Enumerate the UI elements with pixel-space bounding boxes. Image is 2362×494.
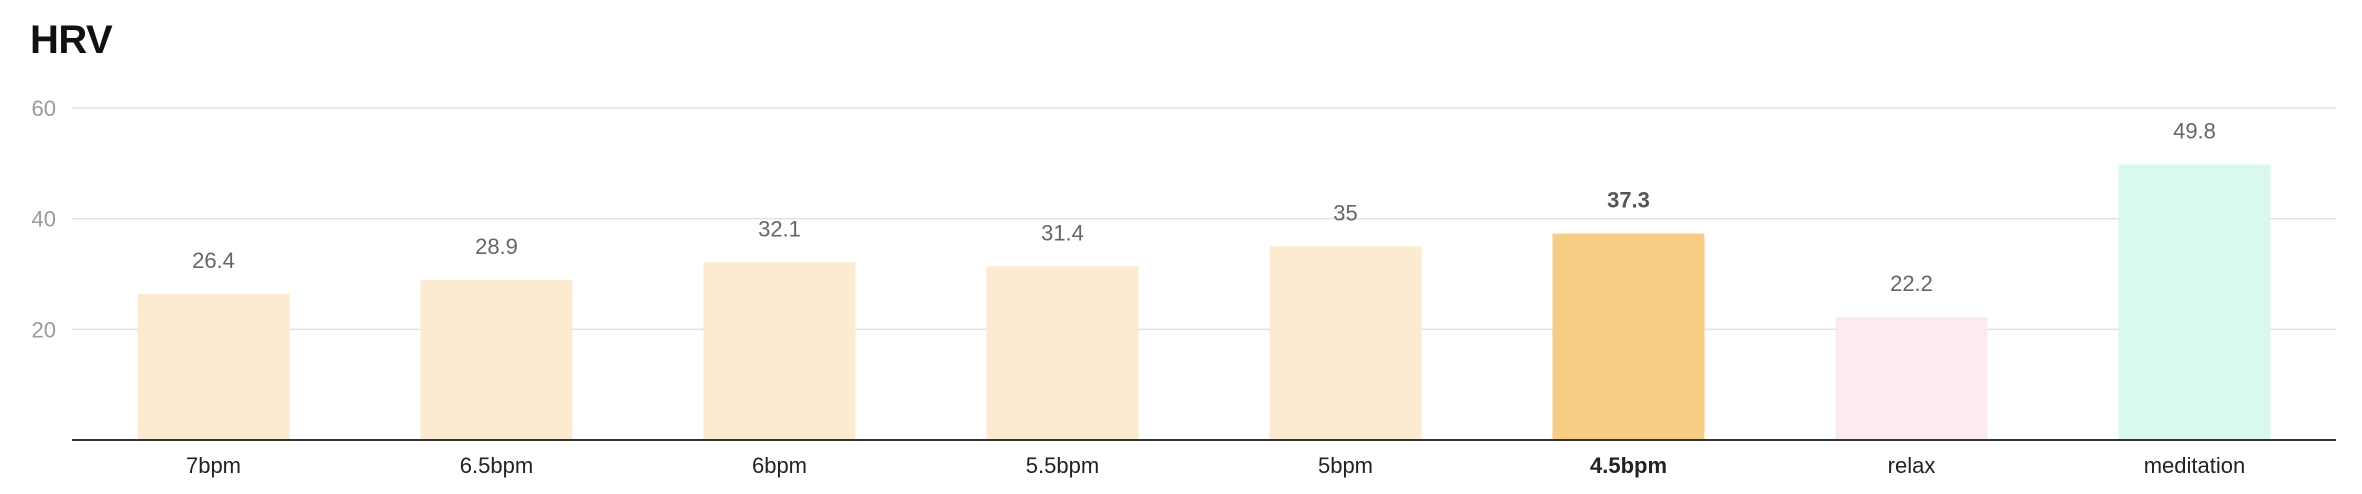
bar-7bpm bbox=[137, 293, 290, 440]
data-label: 37.3 bbox=[1607, 188, 1650, 213]
y-tick-label: 40 bbox=[32, 207, 56, 232]
bars bbox=[137, 164, 2271, 440]
x-tick-label: 5bpm bbox=[1318, 453, 1373, 478]
gridlines bbox=[72, 107, 2336, 331]
bar-6bpm bbox=[703, 262, 856, 440]
x-tick-label: 4.5bpm bbox=[1590, 453, 1667, 478]
bar-4.5bpm bbox=[1552, 233, 1705, 440]
x-tick-label: 5.5bpm bbox=[1026, 453, 1099, 478]
chart-title: HRV bbox=[30, 18, 113, 62]
y-tick-label: 60 bbox=[32, 96, 56, 121]
bar-6.5bpm bbox=[420, 280, 573, 440]
x-tick-label: meditation bbox=[2144, 453, 2246, 478]
x-tick-label: 7bpm bbox=[186, 453, 241, 478]
y-tick-label: 20 bbox=[32, 317, 56, 342]
data-labels: 26.4 28.9 32.1 31.4 35 37.3 22.2 49.8 bbox=[192, 118, 2216, 296]
x-tick-label: 6.5bpm bbox=[460, 453, 533, 478]
data-label: 26.4 bbox=[192, 248, 235, 273]
bar-relax bbox=[1835, 317, 1988, 440]
x-tick-label: relax bbox=[1888, 453, 1936, 478]
bar-5bpm bbox=[1269, 246, 1422, 440]
data-label: 28.9 bbox=[475, 234, 518, 259]
bar-5.5bpm bbox=[986, 266, 1139, 440]
data-label: 31.4 bbox=[1041, 220, 1084, 245]
y-axis-ticks: 20 40 60 bbox=[32, 96, 56, 342]
x-axis-ticks: 7bpm 6.5bpm 6bpm 5.5bpm 5bpm 4.5bpm relax medit… bbox=[186, 453, 2245, 478]
data-label: 49.8 bbox=[2173, 118, 2216, 143]
x-tick-label: 6bpm bbox=[752, 453, 807, 478]
data-label: 32.1 bbox=[758, 216, 801, 241]
data-label: 35 bbox=[1333, 200, 1357, 225]
data-label: 22.2 bbox=[1890, 271, 1933, 296]
bar-meditation bbox=[2118, 164, 2271, 440]
